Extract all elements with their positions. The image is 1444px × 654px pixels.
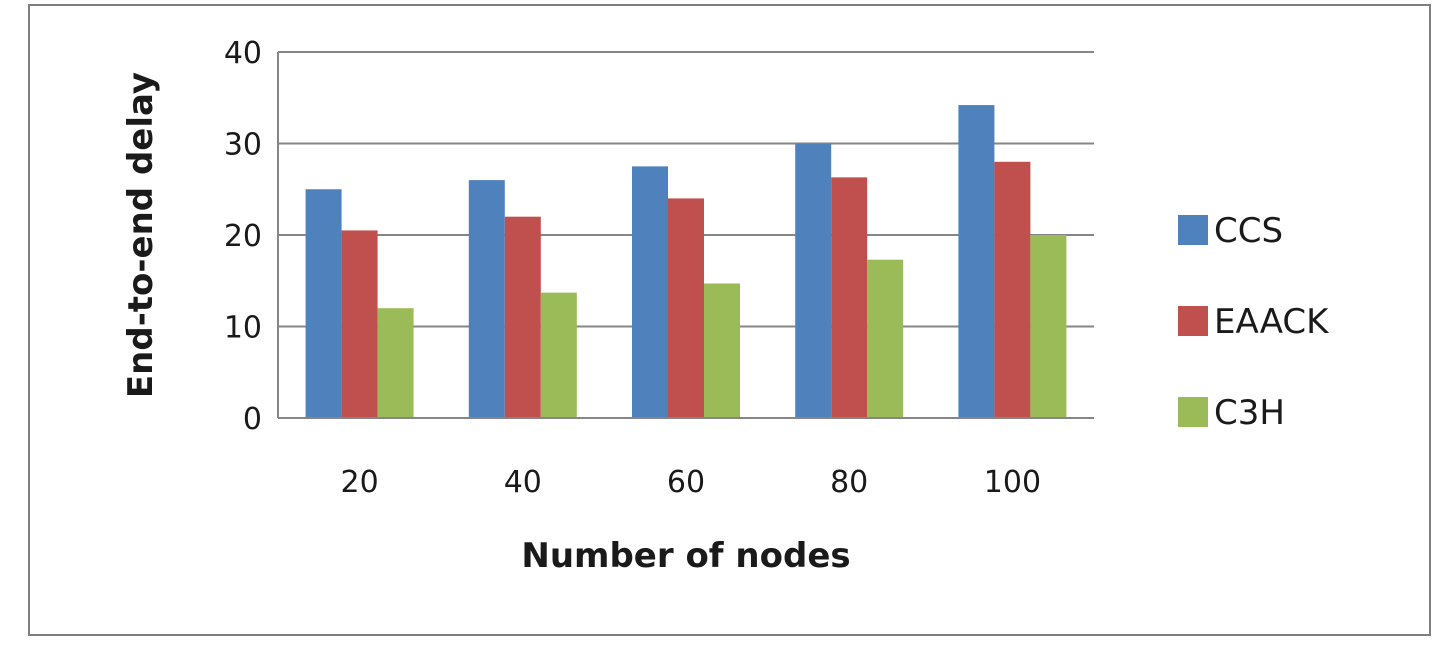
legend-swatch-c3h: [1178, 397, 1208, 427]
y-tick-label: 30: [224, 128, 262, 163]
x-tick-label: 60: [667, 465, 705, 500]
y-tick-label: 20: [224, 219, 262, 254]
y-tick-labels: 0 10 20 30 40: [224, 36, 262, 437]
bar-eaack-100: [994, 161, 1031, 419]
x-tick-label: 40: [504, 465, 542, 500]
bar-eaack-60: [668, 198, 704, 418]
bar-eaack-80: [831, 177, 868, 418]
x-tick-label: 20: [341, 465, 379, 500]
bars: [305, 105, 1067, 419]
x-tick-labels: 20 40 60 80 100: [341, 465, 1042, 500]
y-tick-label: 40: [224, 36, 262, 71]
legend-swatch-ccs: [1178, 215, 1208, 245]
x-tick-label: 80: [830, 465, 868, 500]
bar-ccs-60: [632, 166, 668, 418]
bar-eaack-20: [341, 230, 378, 418]
axis-lines: [277, 52, 1094, 419]
y-tick-label: 10: [224, 311, 262, 346]
x-tick-label: 100: [984, 465, 1041, 500]
bar-c3h-80: [867, 259, 904, 418]
legend-label-eaack: EAACK: [1214, 302, 1330, 342]
bar-c3h-100: [1030, 235, 1067, 418]
bar-ccs-100: [958, 105, 995, 418]
bar-eaack-40: [504, 216, 541, 418]
legend-label-c3h: C3H: [1214, 393, 1285, 433]
y-tick-label: 0: [243, 402, 262, 437]
legend: CCS EAACK C3H: [1178, 211, 1330, 433]
bar-ccs-20: [305, 189, 342, 418]
bar-ccs-40: [468, 180, 505, 418]
bar-ccs-80: [795, 143, 832, 418]
legend-label-ccs: CCS: [1214, 211, 1283, 251]
bar-c3h-20: [377, 308, 414, 418]
legend-swatch-eaack: [1178, 306, 1208, 336]
bar-c3h-60: [704, 283, 740, 418]
bar-c3h-40: [540, 292, 577, 418]
x-axis-title: Number of nodes: [521, 536, 850, 576]
y-axis-title: End-to-end delay: [121, 72, 161, 398]
